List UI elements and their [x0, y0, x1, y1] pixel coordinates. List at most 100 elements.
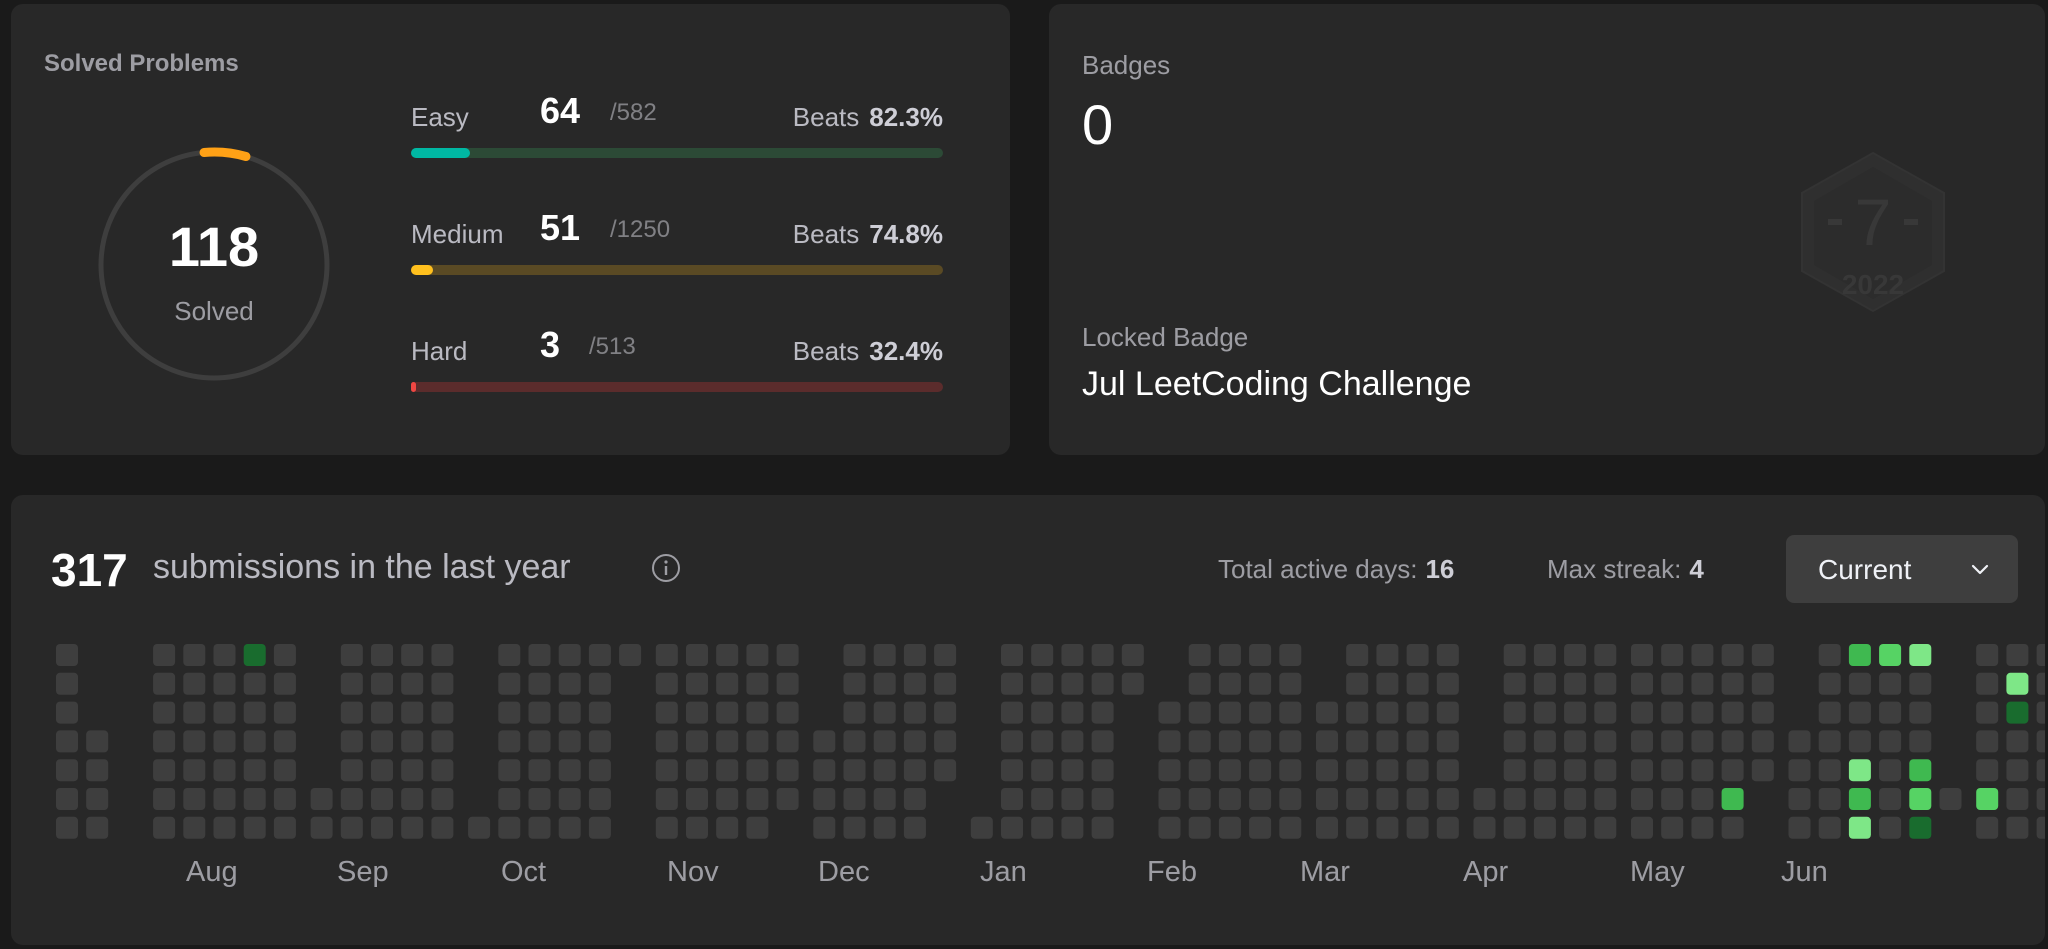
calendar-day[interactable] [1691, 730, 1714, 753]
calendar-day[interactable] [213, 644, 236, 666]
calendar-day[interactable] [183, 788, 206, 810]
calendar-day[interactable] [1249, 730, 1272, 753]
calendar-day[interactable] [1316, 788, 1338, 810]
calendar-day[interactable] [1594, 672, 1617, 695]
calendar-day[interactable] [655, 816, 678, 839]
calendar-day[interactable] [588, 701, 611, 724]
calendar-day[interactable] [1594, 730, 1617, 753]
calendar-day[interactable] [716, 788, 739, 810]
locked-badge-name[interactable]: Jul LeetCoding Challenge [1082, 365, 1472, 403]
calendar-day[interactable] [1818, 816, 1841, 839]
calendar-day[interactable] [1631, 672, 1653, 695]
calendar-day[interactable] [716, 644, 739, 666]
calendar-day[interactable] [340, 730, 363, 753]
calendar-day[interactable] [213, 788, 236, 810]
calendar-day[interactable] [371, 788, 393, 810]
calendar-day[interactable] [498, 644, 521, 666]
calendar-day[interactable] [2006, 759, 2029, 782]
calendar-day[interactable] [1473, 788, 1496, 810]
calendar-day[interactable] [1909, 701, 1932, 724]
calendar-day[interactable] [1376, 672, 1399, 695]
calendar-day[interactable] [776, 788, 799, 810]
calendar-day[interactable] [746, 701, 769, 724]
calendar-day[interactable] [746, 730, 769, 753]
calendar-day-active[interactable] [1976, 788, 1999, 810]
calendar-day-active[interactable] [1848, 816, 1871, 839]
calendar-day[interactable] [1818, 730, 1841, 753]
calendar-day[interactable] [1091, 644, 1114, 666]
calendar-day[interactable] [310, 816, 333, 839]
calendar-day[interactable] [686, 759, 708, 782]
calendar-day[interactable] [934, 644, 957, 666]
calendar-day[interactable] [776, 672, 799, 695]
calendar-day[interactable] [1751, 672, 1774, 695]
calendar-day[interactable] [371, 759, 393, 782]
calendar-day[interactable] [1218, 759, 1241, 782]
calendar-day[interactable] [1279, 701, 1302, 724]
calendar-day[interactable] [1376, 730, 1399, 753]
calendar-day[interactable] [558, 672, 581, 695]
calendar-day[interactable] [1121, 672, 1144, 695]
calendar-day[interactable] [1631, 759, 1653, 782]
calendar-day[interactable] [528, 644, 551, 666]
calendar-day[interactable] [1376, 816, 1399, 839]
calendar-day[interactable] [1564, 701, 1587, 724]
calendar-day[interactable] [401, 759, 424, 782]
calendar-day[interactable] [1909, 730, 1932, 753]
calendar-day[interactable] [588, 788, 611, 810]
calendar-day[interactable] [655, 759, 678, 782]
info-icon[interactable] [651, 553, 681, 583]
calendar-day[interactable] [1031, 701, 1054, 724]
calendar-day[interactable] [1691, 672, 1714, 695]
calendar-day[interactable] [56, 759, 78, 782]
calendar-day[interactable] [588, 816, 611, 839]
calendar-day[interactable] [903, 759, 926, 782]
calendar-day[interactable] [1879, 759, 1902, 782]
calendar-day[interactable] [1406, 788, 1429, 810]
calendar-day[interactable] [1061, 759, 1084, 782]
calendar-day[interactable] [371, 644, 393, 666]
calendar-day[interactable] [1788, 816, 1811, 839]
calendar-day[interactable] [371, 730, 393, 753]
calendar-day[interactable] [371, 672, 393, 695]
calendar-day[interactable] [1721, 701, 1744, 724]
calendar-day[interactable] [1188, 788, 1211, 810]
calendar-day[interactable] [1346, 816, 1369, 839]
calendar-day[interactable] [558, 644, 581, 666]
calendar-range-dropdown[interactable]: Current [1786, 535, 2018, 603]
calendar-day-active[interactable] [1909, 759, 1932, 782]
calendar-day[interactable] [1533, 701, 1556, 724]
calendar-day[interactable] [340, 788, 363, 810]
calendar-day-active[interactable] [1848, 788, 1871, 810]
calendar-day[interactable] [776, 701, 799, 724]
calendar-day[interactable] [1691, 788, 1714, 810]
calendar-day[interactable] [340, 816, 363, 839]
calendar-day[interactable] [2006, 788, 2029, 810]
difficulty-hard[interactable]: Hard 3 /513 Beats 32.4% [411, 324, 943, 404]
calendar-day[interactable] [1031, 644, 1054, 666]
calendar-day[interactable] [371, 816, 393, 839]
calendar-day[interactable] [310, 788, 333, 810]
calendar-day[interactable] [1721, 816, 1744, 839]
calendar-day[interactable] [1406, 730, 1429, 753]
calendar-day[interactable] [686, 788, 708, 810]
calendar-day[interactable] [213, 730, 236, 753]
calendar-day[interactable] [1818, 788, 1841, 810]
calendar-day[interactable] [528, 759, 551, 782]
calendar-day[interactable] [273, 788, 296, 810]
calendar-day[interactable] [153, 816, 176, 839]
difficulty-medium[interactable]: Medium 51 /1250 Beats 74.8% [411, 207, 943, 287]
calendar-day[interactable] [1473, 816, 1496, 839]
calendar-day[interactable] [1249, 816, 1272, 839]
calendar-day[interactable] [716, 672, 739, 695]
calendar-day[interactable] [1818, 672, 1841, 695]
calendar-day[interactable] [813, 788, 836, 810]
calendar-day[interactable] [1218, 788, 1241, 810]
calendar-day[interactable] [243, 759, 266, 782]
calendar-day[interactable] [1976, 759, 1999, 782]
calendar-day[interactable] [1091, 672, 1114, 695]
calendar-day[interactable] [1909, 672, 1932, 695]
calendar-day[interactable] [934, 672, 957, 695]
calendar-day[interactable] [746, 788, 769, 810]
calendar-day[interactable] [1001, 816, 1023, 839]
